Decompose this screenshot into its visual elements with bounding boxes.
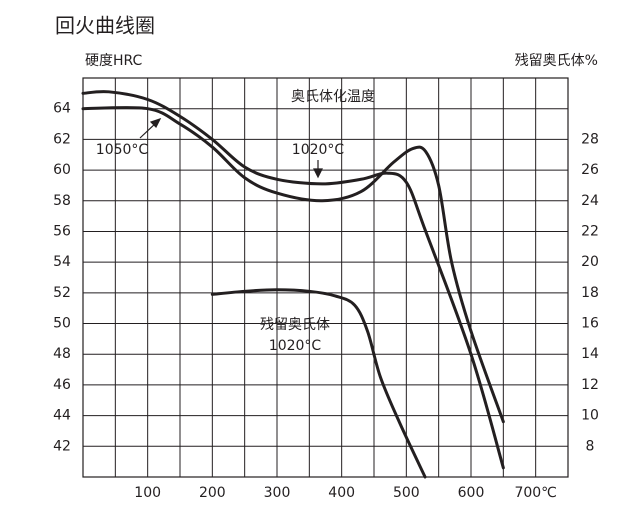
- chart-title: 回火曲线圈: [55, 14, 155, 38]
- y2-tick-label: 28: [581, 131, 599, 147]
- annotation: 残留奥氏体: [260, 316, 330, 333]
- y-tick-label: 60: [53, 162, 71, 178]
- y-tick-label: 62: [53, 131, 71, 147]
- y-tick-label: 56: [53, 223, 71, 239]
- annotation: 1050°C: [96, 142, 149, 158]
- y2-tick-label: 8: [586, 438, 595, 454]
- y-tick-label: 44: [53, 408, 71, 424]
- y2-tick-label: 24: [581, 193, 599, 209]
- y-tick-label: 54: [53, 254, 71, 270]
- x-tick-label: 200: [199, 485, 226, 501]
- y2-tick-label: 12: [581, 377, 599, 393]
- arrow-head: [313, 168, 323, 179]
- y2-tick-label: 22: [581, 223, 599, 239]
- series-line: [81, 90, 505, 470]
- x-tick-label: 500: [393, 485, 420, 501]
- annotation: 1020°C: [292, 142, 345, 158]
- x-tick-label: 100: [134, 485, 161, 501]
- y2-tick-label: 20: [581, 254, 599, 270]
- series-line: [81, 106, 505, 424]
- y2-tick-label: 16: [581, 316, 599, 332]
- y-tick-label: 58: [53, 193, 71, 209]
- y-tick-label: 46: [53, 377, 71, 393]
- series-line: [210, 288, 427, 479]
- x-tick-label: 600: [458, 485, 485, 501]
- y2-tick-label: 26: [581, 162, 599, 178]
- y2-tick-label: 10: [581, 408, 599, 424]
- y-tick-label: 42: [53, 438, 71, 454]
- x-tick-label: 300: [264, 485, 291, 501]
- y-tick-label: 64: [53, 101, 71, 117]
- annotation: 奥氏体化温度: [291, 88, 375, 105]
- arrow-head: [149, 117, 162, 129]
- y2-axis-label: 残留奥氏体%: [515, 52, 598, 69]
- annotation: 1020°C: [269, 338, 322, 354]
- y2-tick-label: 14: [581, 346, 599, 362]
- x-tick-label: 400: [328, 485, 355, 501]
- y-tick-label: 52: [53, 285, 71, 301]
- y-tick-label: 50: [53, 316, 71, 332]
- y2-tick-label: 18: [581, 285, 599, 301]
- plot-frame: [82, 77, 569, 478]
- y-tick-label: 48: [53, 346, 71, 362]
- x-tick-label: 700℃: [514, 485, 556, 501]
- y-axis-label: 硬度HRC: [85, 53, 143, 69]
